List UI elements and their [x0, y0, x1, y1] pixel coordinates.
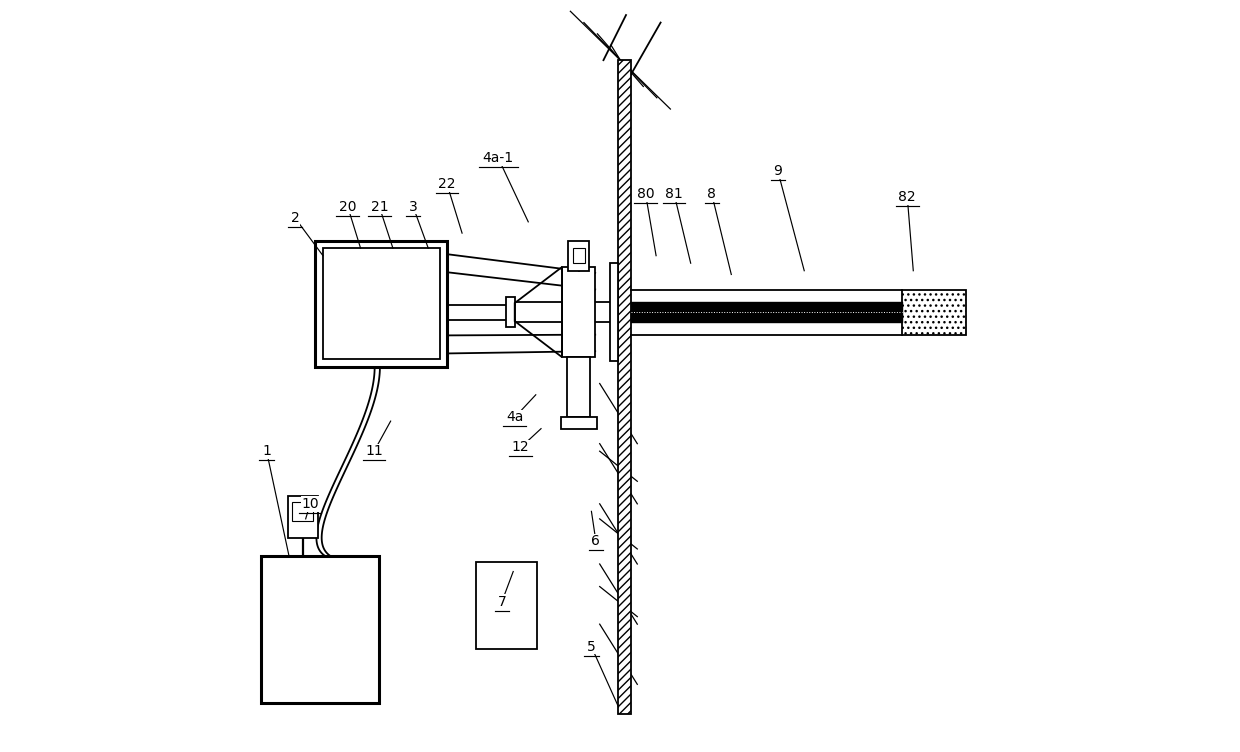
Text: 81: 81	[666, 187, 683, 201]
Bar	[619, 60, 630, 714]
Text: 11: 11	[366, 444, 383, 458]
Text: 4a-1: 4a-1	[482, 151, 513, 165]
Text: 80: 80	[637, 187, 655, 201]
Text: 8: 8	[707, 187, 717, 201]
Text: 3: 3	[409, 200, 418, 214]
Bar	[260, 556, 379, 703]
Bar	[568, 241, 589, 271]
Bar	[315, 241, 448, 367]
Bar	[610, 263, 619, 361]
Text: 9: 9	[774, 165, 782, 178]
Bar	[293, 502, 314, 521]
Text: 82: 82	[899, 190, 916, 204]
Text: 4a: 4a	[506, 411, 523, 424]
Bar	[562, 267, 595, 357]
Bar	[568, 357, 590, 417]
Text: 5: 5	[587, 640, 595, 653]
Bar	[506, 297, 515, 327]
Bar	[560, 417, 596, 429]
Text: 10: 10	[301, 497, 319, 511]
Text: 21: 21	[371, 200, 388, 214]
Text: 7: 7	[497, 595, 506, 608]
Bar	[322, 248, 439, 359]
Bar	[476, 562, 537, 649]
Text: 12: 12	[512, 441, 529, 454]
Bar	[288, 496, 317, 538]
Bar	[573, 248, 584, 263]
Text: 1: 1	[262, 444, 272, 458]
Text: 20: 20	[339, 200, 357, 214]
Text: 2: 2	[290, 211, 300, 225]
Text: 6: 6	[591, 535, 600, 548]
Bar	[901, 290, 966, 335]
Text: 22: 22	[438, 177, 456, 191]
